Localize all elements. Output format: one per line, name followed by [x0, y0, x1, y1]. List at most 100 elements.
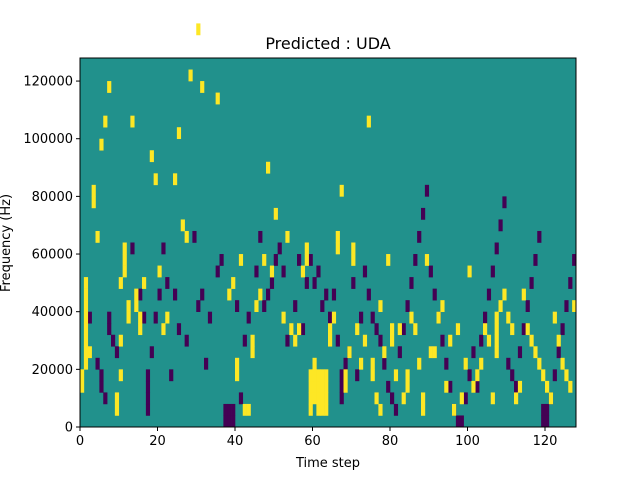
heatmap-cell-low: [231, 415, 236, 428]
heatmap-cell-low: [413, 254, 418, 266]
heatmap-cell-high: [83, 277, 89, 289]
heatmap-cell-high: [83, 323, 89, 336]
heatmap-cell-low: [545, 403, 550, 416]
heatmap-cell-high: [343, 380, 348, 393]
heatmap-cell-low: [424, 184, 430, 197]
heatmap-cell-low: [475, 380, 480, 393]
heatmap-cell-high: [359, 357, 364, 370]
heatmap-cell-low: [273, 254, 278, 266]
heatmap-cell-high: [304, 254, 309, 266]
heatmap-cell-low: [111, 334, 116, 347]
heatmap-cell-low: [238, 392, 244, 405]
heatmap-cell-high: [417, 357, 422, 370]
heatmap-cell-high: [331, 311, 337, 324]
heatmap-cell-low: [479, 334, 484, 347]
heatmap-cell-high: [324, 380, 329, 393]
heatmap-cell-low: [366, 288, 371, 301]
heatmap-cell-high: [486, 334, 492, 347]
heatmap-cell-high: [328, 334, 333, 347]
heatmap-cell-high: [541, 369, 546, 382]
heatmap-cell-low: [207, 311, 213, 324]
heatmap-cell-low: [525, 300, 530, 312]
heatmap-cell-low: [343, 357, 348, 370]
heatmap-cell-high: [250, 334, 255, 347]
heatmap-cell-low: [227, 415, 232, 428]
heatmap-cells: [80, 23, 577, 428]
heatmap-cell-low: [339, 392, 344, 405]
plot-frame: [79, 57, 577, 428]
heatmap-cell-low: [219, 254, 224, 266]
heatmap-cell-high: [421, 392, 426, 405]
heatmap-cell-high: [238, 254, 244, 266]
heatmap-cell-high: [370, 369, 375, 382]
heatmap-cell-high: [378, 300, 383, 312]
heatmap-cell-low: [498, 219, 503, 232]
heatmap-cell-low: [184, 334, 189, 347]
heatmap-cell-low: [262, 300, 267, 312]
heatmap-cell-high: [494, 311, 499, 324]
heatmap-cell-low: [297, 254, 302, 266]
heatmap-cell-low: [390, 392, 395, 405]
heatmap-cell-low: [490, 265, 495, 278]
heatmap-cell-low: [533, 254, 538, 266]
heatmap-cell-high: [126, 300, 131, 312]
heatmap-cell-high: [80, 369, 85, 382]
heatmap-cell-low: [107, 311, 112, 324]
heatmap-cell-high: [118, 334, 123, 347]
heatmap-cell-high: [432, 346, 437, 359]
heatmap-cell-high: [157, 265, 162, 278]
x-axis-label: Time step: [295, 456, 360, 471]
heatmap-cell-high: [494, 323, 499, 336]
heatmap-cell-high: [184, 230, 189, 243]
heatmap-cell-high: [545, 380, 550, 393]
heatmap-cell-low: [359, 311, 364, 324]
heatmap-cell-high: [316, 380, 321, 393]
heatmap-cell-low: [304, 277, 309, 289]
heatmap-cell-low: [145, 392, 151, 405]
heatmap-cell-high: [312, 369, 317, 382]
heatmap-cell-high: [382, 346, 387, 359]
heatmap-cell-high: [316, 369, 321, 382]
heatmap-cell-low: [114, 346, 120, 359]
y-tick-label: 40000: [32, 305, 73, 320]
heatmap-cell-low: [215, 265, 220, 278]
heatmap-cell-high: [142, 277, 147, 289]
heatmap-cell-low: [99, 369, 104, 382]
heatmap-cell-high: [161, 323, 166, 336]
heatmap-cell-high: [324, 403, 329, 416]
y-tick-label: 100000: [23, 132, 73, 147]
heatmap-cell-low: [331, 288, 337, 301]
heatmap-cell-high: [347, 346, 352, 359]
heatmap-cell-high: [405, 369, 410, 382]
heatmap-cell-high: [401, 392, 406, 405]
heatmap-cell-low: [545, 415, 550, 428]
heatmap-cell-low: [374, 323, 379, 336]
heatmap-cell-high: [312, 357, 317, 370]
heatmap-cell-low: [382, 357, 387, 370]
heatmap-cell-low: [351, 277, 356, 289]
heatmap-cell-low: [223, 403, 228, 416]
x-tick-label: 120: [533, 434, 558, 449]
heatmap-cell-high: [572, 300, 577, 312]
heatmap-cell-low: [514, 380, 519, 393]
heatmap-cell-high: [180, 219, 185, 232]
heatmap-cell-high: [83, 346, 89, 359]
heatmap-cell-high: [242, 403, 247, 416]
heatmap-cell-high: [494, 346, 499, 359]
heatmap-cell-low: [405, 300, 410, 312]
heatmap-cell-high: [339, 184, 344, 197]
heatmap-cell-low: [556, 346, 561, 359]
heatmap-cell-low: [421, 207, 426, 220]
heatmap-cell-low: [161, 242, 166, 255]
heatmap-cell-high: [467, 265, 472, 278]
heatmap-cell-low: [145, 369, 151, 382]
heatmap-cell-high: [250, 346, 255, 359]
heatmap-cell-high: [83, 334, 89, 347]
heatmap-cell-high: [308, 392, 313, 405]
heatmap-cell-high: [490, 392, 495, 405]
heatmap-cell-high: [293, 334, 298, 347]
heatmap-cell-high: [95, 230, 100, 243]
heatmap-cell-high: [153, 173, 158, 186]
heatmap-cell-high: [366, 115, 371, 128]
